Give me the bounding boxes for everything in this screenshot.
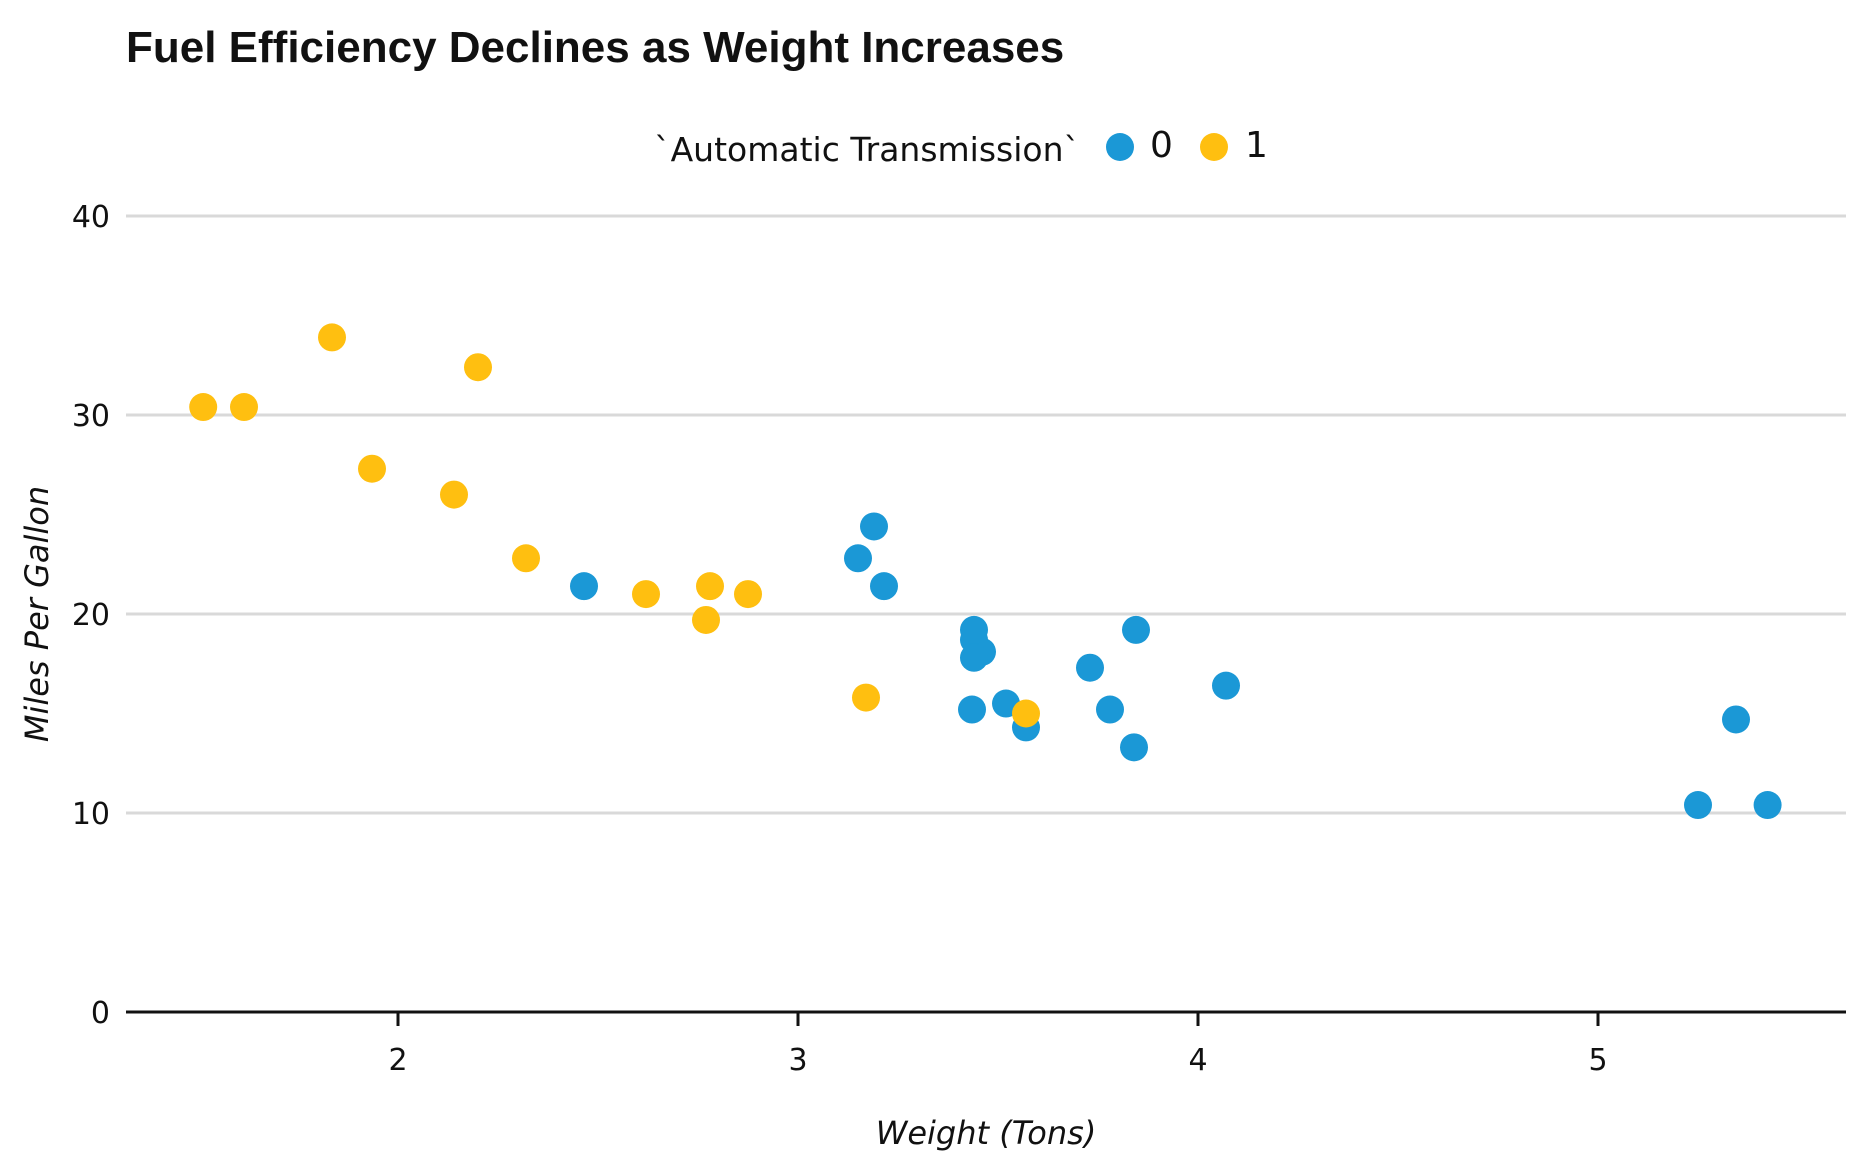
point-0-16	[1120, 733, 1148, 762]
x-axis: 2 3 4 5	[126, 1010, 1846, 1078]
point-1-1	[734, 580, 762, 609]
y-tick-label-20: 20	[72, 598, 110, 633]
x-tick-label-5: 5	[1588, 1043, 1607, 1078]
x-axis-title: Weight (Tons)	[876, 1114, 1097, 1152]
point-0-5	[844, 544, 872, 573]
point-0-0	[570, 572, 598, 601]
x-tick-label-4: 4	[1188, 1043, 1207, 1078]
x-tick-label-3: 3	[788, 1043, 807, 1078]
point-1-10	[692, 605, 720, 634]
y-tick-label-10: 10	[72, 797, 110, 832]
point-1-4	[230, 393, 258, 422]
point-1-5	[318, 323, 346, 352]
data-points	[189, 323, 1782, 820]
point-1-8	[189, 393, 218, 422]
legend-label-0: 0	[1150, 125, 1173, 166]
y-tick-label-40: 40	[72, 200, 110, 235]
x-tick-label-2: 2	[388, 1043, 407, 1078]
point-1-9	[852, 683, 880, 712]
point-1-2	[512, 544, 540, 573]
gridlines	[126, 214, 1846, 815]
point-0-11	[1684, 791, 1712, 820]
legend: `Automatic Transmission` 0 1	[654, 125, 1268, 169]
legend-swatch-0	[1106, 133, 1134, 161]
point-0-12	[1753, 791, 1782, 820]
point-0-4	[860, 512, 888, 541]
point-0-18	[870, 572, 898, 601]
point-0-10	[1096, 695, 1124, 724]
y-axis-title: Miles Per Gallon	[18, 486, 56, 742]
point-0-17	[1122, 615, 1150, 644]
point-0-6	[960, 615, 988, 644]
point-0-13	[1722, 705, 1750, 734]
chart-title: Fuel Efficiency Declines as Weight Incre…	[126, 23, 1064, 72]
legend-swatch-1	[1200, 133, 1228, 161]
point-0-9	[1076, 653, 1104, 682]
y-tick-label-30: 30	[72, 399, 110, 434]
y-axis-ticks: 0 10 20 30 40	[72, 200, 110, 1031]
point-0-7	[960, 643, 988, 672]
legend-label-1: 1	[1245, 125, 1268, 166]
point-1-0	[632, 580, 660, 609]
point-0-15	[958, 695, 986, 724]
y-tick-label-0: 0	[91, 996, 110, 1031]
point-1-12	[1012, 699, 1040, 728]
point-0-8	[1212, 671, 1240, 700]
point-1-6	[358, 454, 386, 483]
legend-title: `Automatic Transmission`	[654, 130, 1080, 169]
point-1-3	[464, 353, 492, 382]
point-1-11	[696, 572, 724, 601]
point-1-7	[440, 480, 468, 509]
